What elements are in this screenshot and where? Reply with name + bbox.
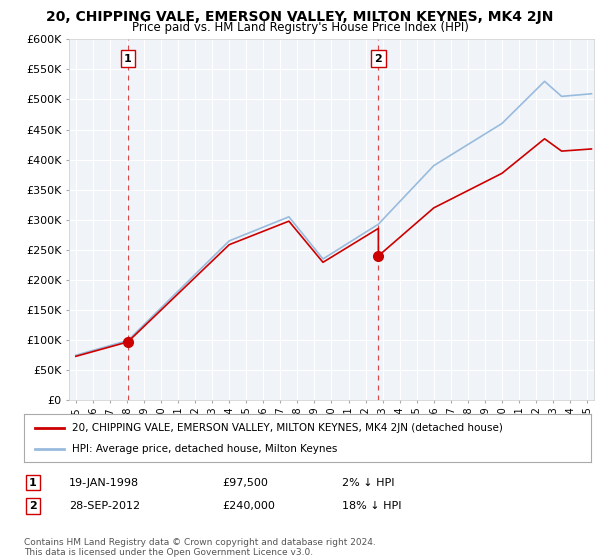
Text: £240,000: £240,000: [222, 501, 275, 511]
Text: Price paid vs. HM Land Registry's House Price Index (HPI): Price paid vs. HM Land Registry's House …: [131, 21, 469, 34]
Text: 2% ↓ HPI: 2% ↓ HPI: [342, 478, 395, 488]
Text: HPI: Average price, detached house, Milton Keynes: HPI: Average price, detached house, Milt…: [72, 444, 338, 454]
Text: 1: 1: [124, 54, 131, 64]
Text: 1: 1: [29, 478, 37, 488]
Text: 2: 2: [374, 54, 382, 64]
Text: Contains HM Land Registry data © Crown copyright and database right 2024.
This d: Contains HM Land Registry data © Crown c…: [24, 538, 376, 557]
Text: 18% ↓ HPI: 18% ↓ HPI: [342, 501, 401, 511]
Text: 28-SEP-2012: 28-SEP-2012: [69, 501, 140, 511]
Text: 19-JAN-1998: 19-JAN-1998: [69, 478, 139, 488]
Text: 20, CHIPPING VALE, EMERSON VALLEY, MILTON KEYNES, MK4 2JN: 20, CHIPPING VALE, EMERSON VALLEY, MILTO…: [46, 10, 554, 24]
Text: 20, CHIPPING VALE, EMERSON VALLEY, MILTON KEYNES, MK4 2JN (detached house): 20, CHIPPING VALE, EMERSON VALLEY, MILTO…: [72, 423, 503, 433]
Text: £97,500: £97,500: [222, 478, 268, 488]
Text: 2: 2: [29, 501, 37, 511]
